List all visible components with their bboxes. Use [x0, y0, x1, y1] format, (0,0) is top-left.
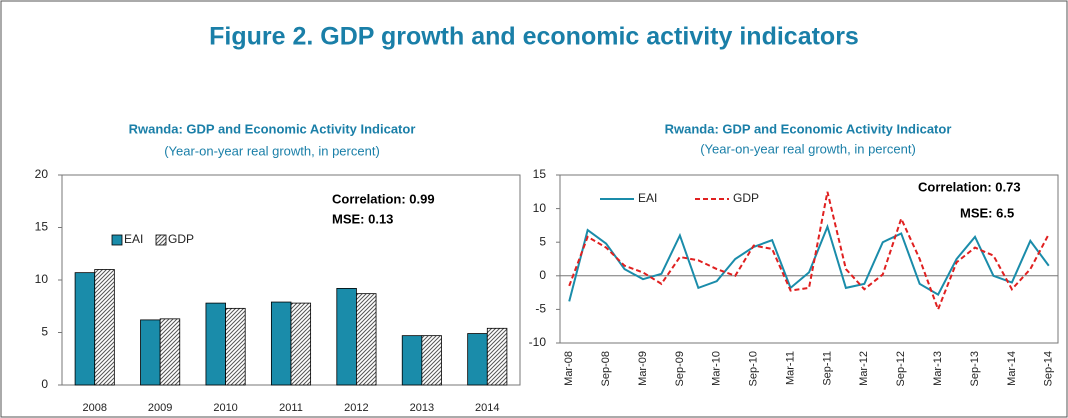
y-tick-label: 0 — [41, 377, 48, 391]
legend-label: GDP — [733, 191, 759, 205]
line — [568, 223, 1050, 302]
x-tick-label: Sep-12 — [895, 351, 907, 386]
bar — [74, 272, 96, 386]
y-tick-label: 10 — [533, 201, 547, 215]
x-tick-label: Sep-14 — [1043, 351, 1055, 386]
bar — [225, 307, 246, 386]
x-tick-label: Mar-10 — [711, 351, 723, 386]
y-tick-label: 10 — [35, 272, 49, 286]
x-tick-label: Mar-14 — [1006, 351, 1018, 386]
legend-swatch — [111, 234, 123, 246]
chart-title: Rwanda: GDP and Economic Activity Indica… — [129, 121, 416, 136]
chart-subtitle: (Year-on-year real growth, in percent) — [164, 143, 380, 158]
x-tick-label: Mar-12 — [858, 351, 870, 386]
annotation: MSE: 6.5 — [960, 205, 1014, 220]
x-tick-label: 2013 — [410, 402, 434, 414]
chart-title: Rwanda: GDP and Economic Activity Indica… — [665, 121, 952, 136]
x-tick-label: 2011 — [279, 402, 303, 414]
bar — [159, 318, 181, 386]
y-tick-label: 15 — [533, 167, 547, 181]
legend-label: EAI — [124, 232, 143, 246]
x-tick-label: 2009 — [148, 402, 172, 414]
legend-label: EAI — [638, 191, 657, 205]
x-tick-label: Sep-13 — [969, 351, 981, 386]
x-tick-label: Mar-08 — [563, 351, 575, 386]
y-tick-label: 20 — [35, 167, 49, 181]
y-tick-label: 5 — [41, 325, 48, 339]
x-tick-label: Sep-09 — [674, 351, 686, 386]
x-tick-label: Sep-10 — [748, 351, 760, 386]
x-tick-label: Sep-11 — [821, 351, 833, 386]
x-tick-label: Mar-13 — [932, 351, 944, 386]
plot-area — [559, 174, 1059, 344]
y-tick-label: 5 — [539, 234, 546, 248]
bar — [421, 335, 442, 386]
x-tick-label: 2010 — [213, 402, 237, 414]
bar — [140, 319, 161, 386]
bar — [336, 287, 357, 386]
x-tick-label: 2014 — [475, 402, 499, 414]
y-tick-label: 15 — [35, 220, 49, 234]
annotation: Correlation: 0.73 — [918, 179, 1021, 194]
legend-swatch — [155, 234, 167, 246]
x-tick-label: Sep-08 — [600, 351, 612, 386]
chart-subtitle: (Year-on-year real growth, in percent) — [700, 141, 916, 156]
bar — [290, 302, 312, 386]
bar — [94, 269, 115, 386]
y-tick-label: -5 — [535, 302, 546, 316]
y-tick-label: -10 — [529, 335, 547, 349]
annotation: Correlation: 0.99 — [332, 191, 435, 206]
bar — [467, 333, 488, 386]
bar — [205, 302, 226, 386]
bar — [356, 293, 377, 386]
x-tick-label: 2012 — [344, 402, 368, 414]
x-tick-label: Mar-11 — [784, 351, 796, 385]
line — [568, 191, 1050, 313]
x-tick-label: 2008 — [82, 402, 106, 414]
annotation: MSE: 0.13 — [332, 211, 393, 226]
bar — [401, 335, 423, 386]
x-tick-label: Mar-09 — [637, 351, 649, 386]
figure-title: Figure 2. GDP growth and economic activi… — [209, 23, 859, 51]
bar — [486, 327, 508, 386]
legend-label: GDP — [168, 232, 194, 246]
bar — [270, 301, 292, 386]
y-tick-label: 0 — [539, 268, 546, 282]
